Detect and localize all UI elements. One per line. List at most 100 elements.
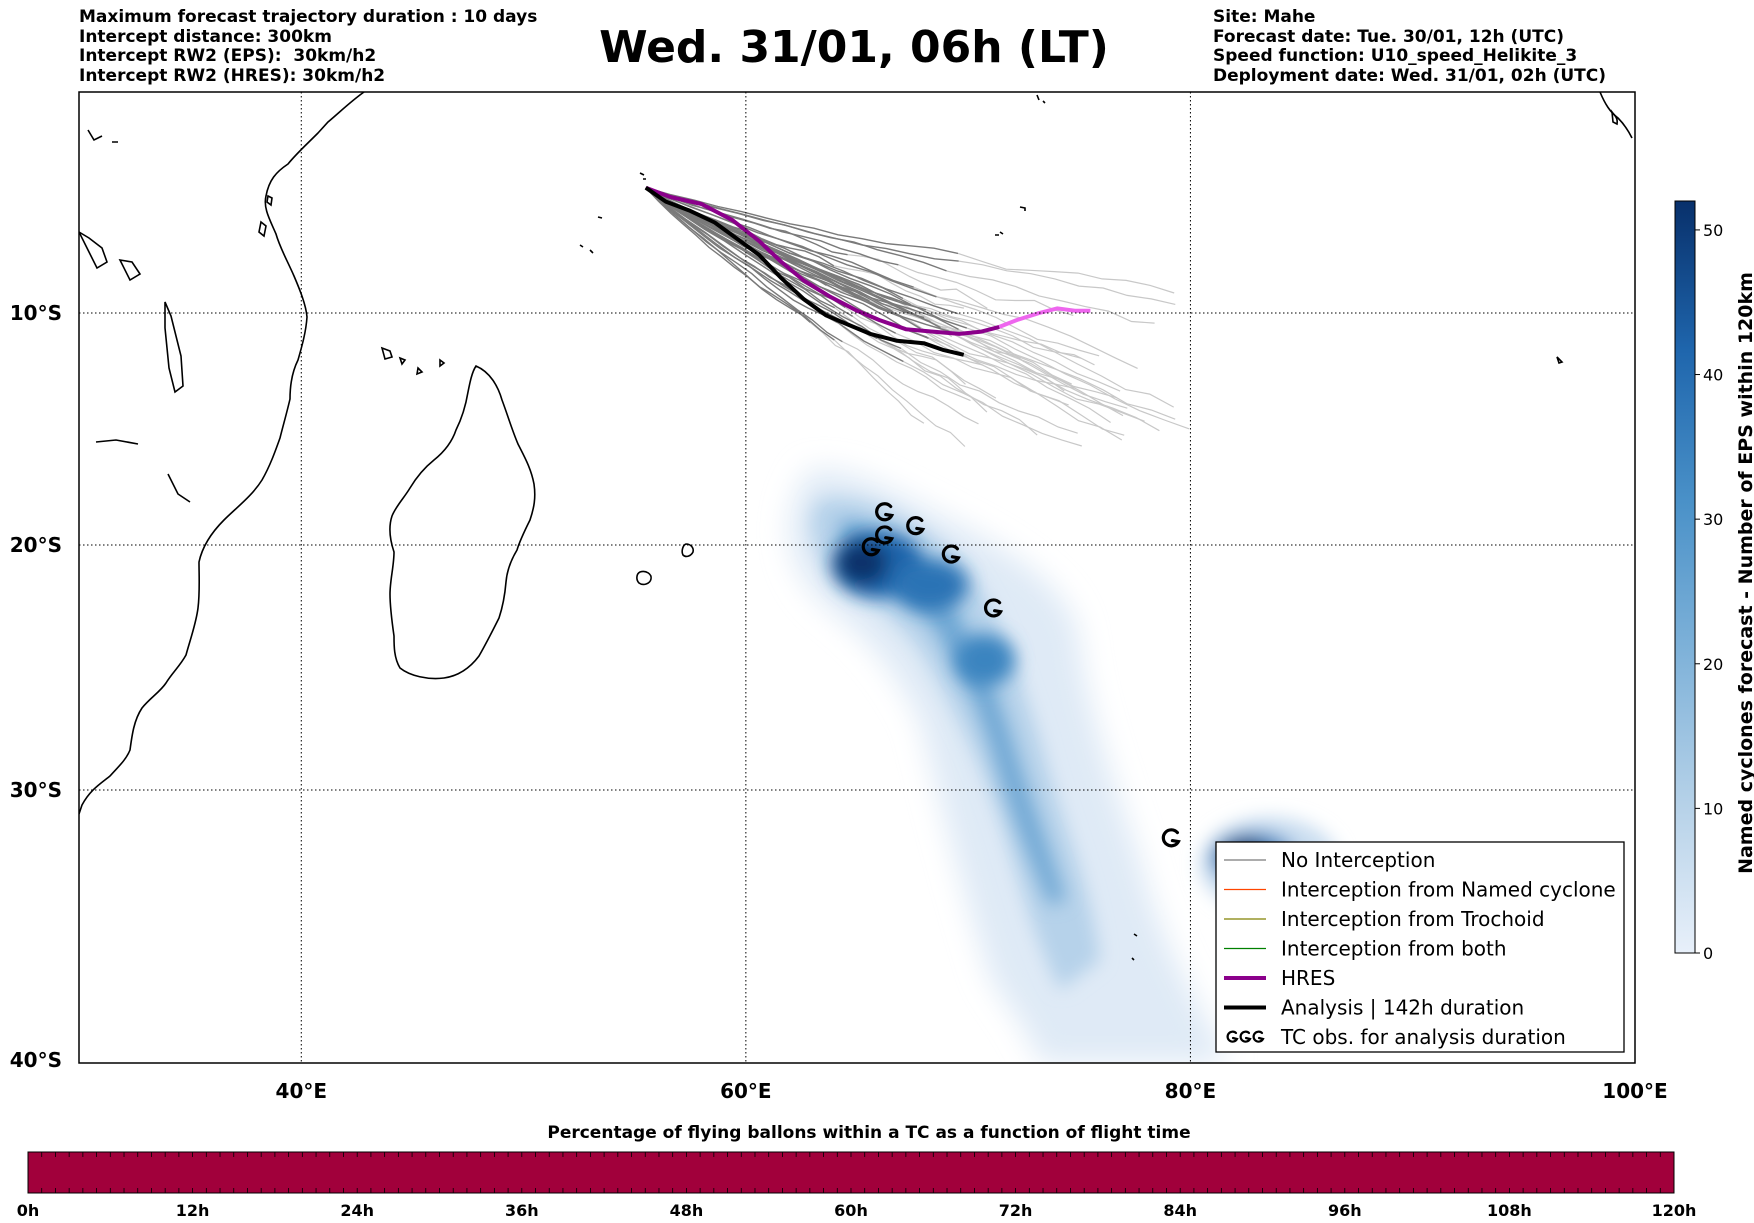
page-title: Wed. 31/01, 06h (LT) bbox=[599, 22, 1109, 73]
colorbar-title: Named cyclones forecast - Number of EPS … bbox=[1735, 272, 1754, 874]
map-legend: No Interception Interception from Named c… bbox=[1215, 841, 1625, 1053]
eps-members-early bbox=[645, 187, 968, 363]
tc-obs-marker bbox=[861, 537, 881, 557]
map-grid bbox=[79, 92, 1635, 1063]
eps-member-late bbox=[900, 347, 1078, 434]
colorbar-tick-label: 20 bbox=[1703, 655, 1723, 674]
eps-member-early bbox=[645, 187, 950, 332]
timeline-tick-label: 72h bbox=[999, 1201, 1033, 1220]
header-site: Site: Mahe bbox=[1213, 7, 1316, 27]
eps-member-late bbox=[869, 300, 1025, 363]
eps-member-late bbox=[833, 265, 965, 309]
tc-obs-marker bbox=[941, 544, 961, 564]
coast-mauritius bbox=[681, 543, 694, 558]
legend-box bbox=[1215, 841, 1625, 1053]
coast-africa bbox=[79, 92, 365, 815]
lon-label: 40°E bbox=[276, 1079, 328, 1103]
header-forecast-date: Forecast date: Tue. 30/01, 12h (UTC) bbox=[1213, 26, 1564, 47]
legend-tc-symbol bbox=[1226, 1030, 1239, 1043]
eps-member-early bbox=[645, 187, 937, 298]
timeline-tick-label: 60h bbox=[834, 1201, 868, 1220]
legend-label: HRES bbox=[1281, 966, 1335, 990]
eps-member-late bbox=[966, 327, 1190, 430]
flight-time-timeline: Percentage of flying ballons within a TC… bbox=[17, 1123, 1697, 1220]
eps-member-late bbox=[920, 327, 1111, 423]
legend-label: Interception from Trochoid bbox=[1281, 907, 1545, 931]
legend-label: Interception from both bbox=[1281, 937, 1507, 961]
eps-member-late bbox=[842, 341, 979, 425]
header-right-info: Site: Mahe Forecast date: Tue. 30/01, 12… bbox=[1213, 7, 1607, 86]
eps-member-early bbox=[645, 187, 811, 323]
header-intercept-distance: Intercept distance: 300km bbox=[79, 26, 332, 47]
analysis-trajectory bbox=[644, 186, 965, 357]
eps-member-late bbox=[852, 315, 997, 399]
page-title-wrapper: Wed. 31/01, 06h (LT) bbox=[0, 22, 1754, 73]
lon-label: 100°E bbox=[1602, 1079, 1667, 1103]
map-frame bbox=[78, 91, 1636, 1064]
eps-member-late bbox=[809, 321, 925, 424]
legend-label: No Interception bbox=[1281, 848, 1435, 872]
eps-member-early bbox=[645, 187, 843, 343]
colorbar-tick-label: 40 bbox=[1703, 366, 1723, 385]
header-intercept-eps: Intercept RW2 (EPS): 30km/h2 bbox=[79, 46, 377, 66]
legend-tc-symbol bbox=[1239, 1030, 1252, 1043]
eps-member-late bbox=[946, 270, 1155, 324]
timeline-tick-label: 84h bbox=[1163, 1201, 1197, 1220]
eps-member-early bbox=[645, 187, 902, 350]
eps-member-late bbox=[957, 252, 1175, 294]
tc-obs-marker bbox=[1161, 828, 1181, 848]
legend-tc-symbol bbox=[1252, 1030, 1265, 1043]
longitude-labels: 40°E 60°E 80°E 100°E bbox=[276, 1079, 1668, 1103]
timeline-title: Percentage of flying ballons within a TC… bbox=[547, 1123, 1190, 1143]
lon-label: 80°E bbox=[1165, 1079, 1217, 1103]
timeline-tick-label: 36h bbox=[505, 1201, 539, 1220]
timeline-bar bbox=[27, 1151, 1675, 1194]
eps-member-early bbox=[645, 187, 848, 323]
timeline-tick-label: 108h bbox=[1487, 1201, 1532, 1220]
colorbar-tick-label: 50 bbox=[1703, 221, 1723, 240]
tc-observations bbox=[861, 502, 1181, 848]
legend-label: TC obs. for analysis duration bbox=[1280, 1025, 1566, 1049]
hres-trajectory bbox=[645, 185, 1000, 336]
timeline-tick-label: 48h bbox=[670, 1201, 704, 1220]
lat-label: 10°S bbox=[10, 301, 62, 325]
colorbar-tick-label: 30 bbox=[1703, 510, 1723, 529]
eps-member-late bbox=[936, 296, 1138, 369]
header-intercept-hres: Intercept RW2 (HRES): 30km/h2 bbox=[79, 65, 386, 86]
latitude-labels: 10°S 20°S 30°S 40°S bbox=[10, 301, 62, 1072]
eps-member-late bbox=[837, 322, 971, 402]
lat-label: 40°S bbox=[10, 1048, 62, 1072]
hres-trajectory-late bbox=[998, 306, 1091, 329]
timeline-tick-label: 96h bbox=[1328, 1201, 1362, 1220]
density-colorbar: Named cyclones forecast - Number of EPS … bbox=[1674, 200, 1754, 963]
timeline-tick-label: 12h bbox=[176, 1201, 210, 1220]
eps-members-late bbox=[809, 252, 1190, 447]
header-left-info: Maximum forecast trajectory duration : 1… bbox=[79, 7, 538, 86]
colorbar-tick-label: 0 bbox=[1703, 944, 1713, 963]
colorbar-tick-label: 10 bbox=[1703, 799, 1723, 818]
eps-member-late bbox=[957, 313, 1174, 408]
eps-member-late bbox=[902, 297, 1082, 359]
coast-madagascar bbox=[389, 365, 536, 680]
tc-obs-marker bbox=[875, 525, 895, 545]
coast-comoros bbox=[380, 346, 394, 360]
tc-obs-marker bbox=[983, 598, 1004, 618]
timeline-tick-label: 120h bbox=[1652, 1201, 1697, 1220]
header-max-duration: Maximum forecast trajectory duration : 1… bbox=[79, 7, 538, 27]
lat-label: 20°S bbox=[10, 533, 62, 557]
legend-label: Interception from Named cyclone bbox=[1281, 878, 1616, 902]
header-speed-function: Speed function: U10_speed_Helikite_3 bbox=[1213, 46, 1578, 66]
eps-member-late bbox=[844, 307, 984, 366]
eps-member-late bbox=[903, 360, 1082, 447]
header-deployment-date: Deployment date: Wed. 31/01, 02h (UTC) bbox=[1213, 65, 1607, 86]
tc-obs-marker bbox=[906, 516, 926, 536]
tc-obs-marker bbox=[875, 502, 895, 522]
eps-member-late bbox=[940, 327, 1145, 422]
eps-member-late bbox=[898, 264, 1074, 316]
eps-member-late bbox=[895, 332, 1069, 406]
lon-label: 60°E bbox=[720, 1079, 772, 1103]
eps-member-late bbox=[958, 328, 1176, 420]
eps-member-late bbox=[847, 321, 988, 413]
lat-label: 30°S bbox=[10, 778, 62, 802]
